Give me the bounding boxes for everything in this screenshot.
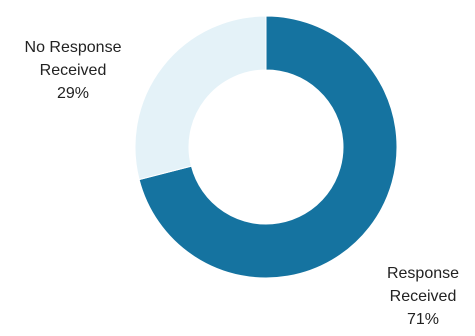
slice-value-label: 29%: [57, 85, 89, 102]
slice-label-no-response-received: No Response Received 29%: [25, 39, 122, 102]
donut-slice-no-response-received: [134, 15, 267, 181]
donut-slice-response-received: [138, 15, 398, 279]
slice-name-line: No Response: [25, 39, 122, 56]
slice-name-line: Received: [40, 62, 107, 79]
slice-name-line: Response: [387, 265, 459, 282]
donut-slices: [134, 15, 398, 279]
slice-label-response-received: Response Received 71%: [387, 265, 459, 328]
slice-labels: Response Received 71% No Response Received 29…: [25, 39, 460, 328]
slice-value-label: 71%: [407, 311, 439, 328]
slice-name-line: Received: [390, 288, 457, 305]
